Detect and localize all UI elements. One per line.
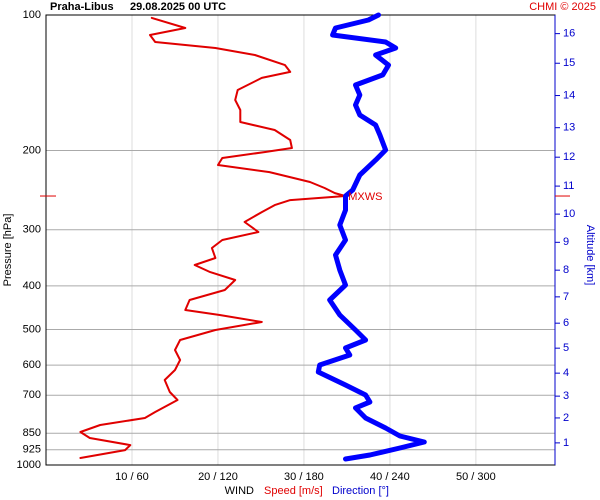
- x-axis-label: WIND: [225, 485, 254, 497]
- series-line: [315, 12, 427, 462]
- y2-tick-label: 6: [563, 317, 569, 329]
- chart-title: Praha-Libus: [50, 1, 114, 13]
- y2-tick-label: 2: [563, 412, 569, 424]
- y-tick-label: 1000: [17, 459, 41, 471]
- y-tick-label: 300: [23, 224, 41, 236]
- y2-tick-label: 9: [563, 236, 569, 248]
- y2-tick-label: 14: [563, 89, 575, 101]
- y2-tick-label: 11: [563, 180, 574, 192]
- y2-tick-label: 7: [563, 291, 569, 303]
- y-tick-label: 850: [23, 427, 41, 439]
- y2-tick-label: 1: [563, 437, 569, 449]
- y2-tick-label: 10: [563, 208, 575, 220]
- y2-tick-label: 5: [563, 342, 569, 354]
- plot-frame: [45, 14, 556, 466]
- x-tick-label: 50 / 300: [456, 471, 496, 483]
- y-tick-label: 600: [23, 359, 41, 371]
- legend-label: Direction [°]: [332, 485, 389, 497]
- y-tick-label: 700: [23, 389, 41, 401]
- y2-axis-label: Altitude [km]: [584, 225, 596, 286]
- y-tick-label: 925: [23, 444, 41, 456]
- annotation: MXWS: [348, 191, 382, 203]
- y2-tick-label: 15: [563, 57, 575, 69]
- y2-tick-label: 3: [563, 390, 569, 402]
- y-tick-label: 500: [23, 323, 41, 335]
- x-tick-label: 30 / 180: [284, 471, 324, 483]
- x-tick-label: 40 / 240: [370, 471, 410, 483]
- y-tick-label: 100: [23, 9, 41, 21]
- y2-tick-label: 8: [563, 264, 569, 276]
- x-tick-label: 20 / 120: [198, 471, 238, 483]
- credit: CHMI © 2025: [529, 1, 596, 13]
- y-tick-label: 200: [23, 144, 41, 156]
- y2-tick-label: 12: [563, 151, 575, 163]
- y-tick-label: 400: [23, 280, 41, 292]
- chart-subtitle: 29.08.2025 00 UTC: [130, 1, 226, 13]
- y-axis-label: Pressure [hPa]: [2, 214, 14, 287]
- y2-tick-label: 4: [563, 367, 569, 379]
- legend-label: Speed [m/s]: [264, 485, 323, 497]
- x-tick-label: 10 / 60: [115, 471, 149, 483]
- y2-tick-label: 13: [563, 122, 575, 134]
- series-line: [79, 16, 347, 459]
- y2-tick-label: 16: [563, 28, 575, 40]
